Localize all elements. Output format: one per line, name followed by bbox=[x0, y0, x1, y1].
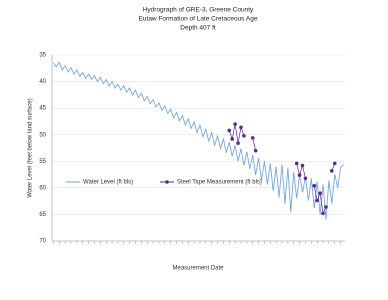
y-tick-label: 40 bbox=[39, 79, 46, 85]
measurement-point bbox=[233, 122, 237, 126]
legend-label: Steel Tape Measurement (ft bls) bbox=[177, 180, 262, 186]
y-tick-label: 50 bbox=[39, 132, 46, 138]
y-tick-label: 35 bbox=[39, 53, 46, 59]
measurement-link bbox=[302, 165, 306, 179]
measurement-link bbox=[252, 137, 256, 151]
y-tick-label: 55 bbox=[39, 159, 46, 165]
measurement-link bbox=[237, 127, 242, 144]
measurement-point bbox=[303, 176, 308, 181]
y-tick-label: 70 bbox=[39, 239, 46, 245]
y-axis-label: Water Level (feet below land surface) bbox=[28, 98, 34, 197]
legend-marker bbox=[165, 180, 169, 184]
chart-title: Eutaw Formation of Late Cretaceous Age bbox=[139, 16, 258, 23]
measurement-point bbox=[242, 133, 246, 138]
measurement-link bbox=[319, 193, 324, 214]
legend-label: Water Level (ft bls) bbox=[83, 180, 133, 186]
chart-title: Depth 407 ft bbox=[180, 25, 216, 32]
measurement-link bbox=[296, 163, 300, 176]
chart-title: Hydrograph of GRE-3, Greene County bbox=[143, 7, 254, 14]
y-tick-label: 60 bbox=[39, 185, 46, 191]
measurement-link bbox=[234, 124, 239, 144]
measurement-point bbox=[324, 205, 328, 209]
measurement-link bbox=[313, 185, 318, 201]
y-tick-label: 45 bbox=[39, 106, 46, 112]
y-tick-label: 65 bbox=[39, 212, 46, 218]
measurement-link bbox=[231, 124, 236, 140]
measurement-point bbox=[239, 125, 243, 130]
measurement-point bbox=[332, 161, 337, 166]
x-axis-label: Measurement Date bbox=[172, 266, 224, 272]
measurement-point bbox=[253, 148, 258, 153]
water-level-line bbox=[53, 61, 344, 220]
